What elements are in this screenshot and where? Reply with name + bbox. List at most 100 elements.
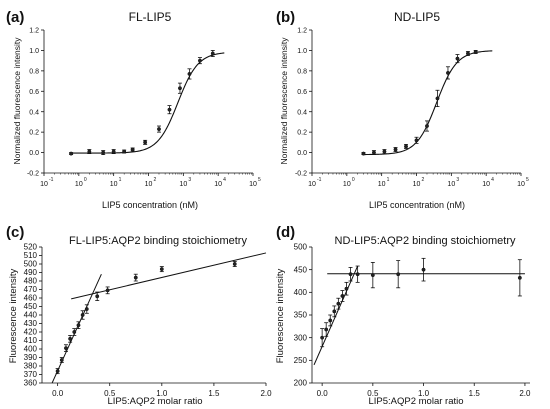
data-point (76, 321, 81, 330)
data-point (80, 310, 85, 320)
y-axis-label: Fluorescence intensity (8, 268, 19, 363)
data-marker (320, 335, 325, 340)
data-point (105, 286, 110, 295)
data-point (68, 334, 73, 343)
y-tick-label: 370 (24, 370, 38, 379)
data-marker (157, 127, 161, 132)
x-tick-exponent: 3 (188, 177, 191, 183)
data-marker (80, 313, 85, 317)
x-tick-label: 1.0 (156, 389, 168, 398)
chart-title: FL-LIP5:AQP2 binding stoichiometry (69, 235, 247, 247)
data-marker (328, 318, 333, 323)
data-marker (332, 309, 337, 314)
data-point (355, 265, 360, 283)
x-tick-label: 2.0 (260, 389, 272, 398)
x-tick-label: 10 (413, 181, 421, 188)
data-marker (133, 275, 138, 280)
data-point (177, 82, 182, 94)
x-tick-label: 10 (378, 181, 386, 188)
panel-label: (a) (6, 9, 24, 26)
data-marker (210, 51, 215, 56)
x-tick-label: 10 (75, 181, 83, 188)
data-point (84, 304, 89, 314)
y-tick-label: 480 (24, 277, 38, 286)
x-tick-exponent: 2 (422, 177, 425, 183)
chart-title: ND-LIP5:AQP2 binding stoichiometry (335, 235, 516, 247)
y-tick-label: 0.8 (297, 68, 307, 75)
data-point (396, 260, 401, 289)
y-tick-label: 460 (24, 294, 38, 303)
data-marker (336, 301, 341, 306)
y-tick-label: 0.6 (29, 89, 39, 96)
data-marker (473, 50, 478, 54)
data-marker (382, 149, 387, 154)
data-point (435, 89, 440, 108)
data-marker (101, 150, 106, 155)
y-tick-label: 0.4 (297, 109, 307, 116)
y-tick-label: 400 (24, 345, 38, 354)
y-axis-label: Normalized fluorescence intensity (12, 37, 22, 165)
data-marker (446, 70, 450, 75)
x-tick-exponent: 4 (223, 177, 226, 183)
data-marker (167, 107, 172, 112)
y-tick-label: 350 (294, 311, 308, 320)
y-tick-label: 0.0 (29, 150, 39, 157)
x-axis-label: LIP5 concentration (nM) (102, 200, 198, 210)
data-point (445, 66, 450, 80)
chart-title: ND-LIP5 (394, 10, 440, 24)
y-tick-label: 500 (24, 260, 38, 269)
y-tick-label: 1.2 (297, 28, 307, 35)
x-tick-exponent: -1 (317, 177, 322, 183)
x-tick-label: 10 (40, 181, 48, 188)
y-tick-label: 430 (24, 319, 38, 328)
y-tick-label: 360 (24, 379, 38, 388)
x-tick-label: 10 (308, 181, 316, 188)
data-point (111, 149, 116, 154)
y-tick-label: 0.2 (29, 130, 39, 137)
panel-b: (b) ND-LIP5 Normalized fluorescence inte… (276, 9, 529, 210)
data-marker (159, 267, 164, 272)
x-tick-exponent: 3 (456, 177, 459, 183)
y-tick-label: 0.0 (297, 150, 307, 157)
data-point (414, 136, 419, 144)
data-point (320, 328, 325, 348)
data-marker (84, 307, 89, 311)
y-tick-label: 500 (294, 243, 308, 252)
data-point (517, 259, 522, 297)
x-axis-label: LIP5:AQP2 molar ratio (368, 396, 463, 407)
x-tick-label: 1.5 (208, 389, 220, 398)
y-tick-label: -0.2 (27, 171, 39, 178)
y-tick-label: 520 (24, 243, 38, 252)
data-point (473, 50, 478, 54)
data-point (101, 150, 106, 156)
data-marker (348, 272, 353, 277)
y-tick-label: 450 (294, 265, 308, 274)
data-point (424, 120, 429, 132)
y-tick-label: 400 (294, 288, 308, 297)
x-tick-label: 1.0 (418, 389, 430, 398)
data-marker (421, 267, 426, 272)
data-marker (198, 58, 202, 63)
data-point (336, 297, 341, 310)
data-point (122, 149, 127, 154)
data-marker (466, 51, 470, 56)
data-point (87, 149, 92, 154)
data-point (344, 281, 349, 296)
y-tick-label: 250 (294, 356, 308, 365)
x-tick-exponent: -1 (49, 177, 54, 183)
data-marks (51, 252, 267, 384)
data-marker (425, 124, 429, 128)
data-point (63, 344, 68, 352)
data-marker (187, 71, 192, 76)
x-tick-label: 10 (110, 181, 118, 188)
panel-d: (d) ND-LIP5:AQP2 binding stoichiometry F… (275, 224, 531, 407)
y-tick-label: 1.2 (29, 28, 39, 35)
x-tick-label: 2.0 (519, 389, 531, 398)
panel-label: (c) (6, 224, 24, 241)
data-marker (130, 147, 135, 152)
fit-curve (71, 52, 225, 154)
data-marks (69, 50, 225, 156)
data-marker (72, 330, 77, 334)
data-point (421, 257, 426, 282)
